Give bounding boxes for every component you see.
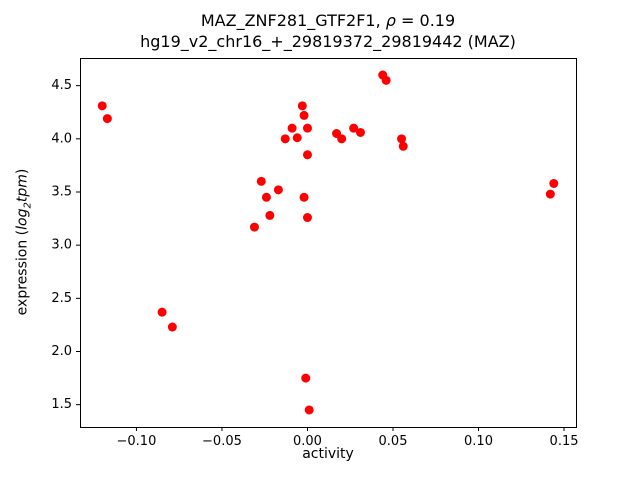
- data-point: [337, 134, 347, 144]
- x-tick-label: −0.10: [117, 434, 157, 449]
- title-text-suffix: = 0.19: [395, 11, 456, 30]
- data-point: [549, 178, 559, 188]
- data-point: [97, 101, 107, 111]
- data-point: [302, 150, 312, 160]
- x-tick-label: 0.15: [550, 434, 579, 449]
- y-tick-label: 2.0: [51, 344, 72, 359]
- x-tick-label: −0.05: [202, 434, 242, 449]
- data-point: [398, 141, 408, 151]
- data-point: [299, 192, 309, 202]
- data-point: [256, 176, 266, 186]
- data-point: [292, 133, 302, 143]
- axes-frame: [80, 58, 577, 428]
- plot-title-line2: hg19_v2_chr16_+_29819372_29819442 (MAZ): [140, 32, 516, 51]
- x-tick-label: 0.00: [293, 434, 322, 449]
- data-point: [249, 222, 259, 232]
- data-point: [261, 192, 271, 202]
- data-point: [381, 75, 391, 85]
- y-tick-label: 1.5: [51, 397, 72, 412]
- data-point: [301, 373, 311, 383]
- y-tick-label: 2.5: [51, 291, 72, 306]
- y-tick-label: 3.0: [51, 238, 72, 253]
- plot-title-line1: MAZ_ZNF281_GTF2F1, ρ = 0.19: [80, 10, 576, 31]
- data-point: [280, 134, 290, 144]
- y-tick-label: 3.5: [51, 184, 72, 199]
- data-point: [302, 123, 312, 133]
- data-point: [302, 213, 312, 223]
- title-text-prefix: MAZ_ZNF281_GTF2F1,: [200, 11, 386, 30]
- x-tick-label: 0.05: [379, 434, 408, 449]
- data-point: [297, 101, 307, 111]
- data-point: [397, 134, 407, 144]
- data-point: [157, 307, 167, 317]
- x-axis-label: activity: [302, 446, 354, 462]
- data-point: [349, 123, 359, 133]
- rho-symbol: ρ: [385, 11, 396, 30]
- data-point: [355, 127, 365, 137]
- data-point: [545, 189, 555, 199]
- data-point: [273, 185, 283, 195]
- x-tick-label: 0.10: [464, 434, 493, 449]
- data-point: [299, 110, 309, 120]
- data-point: [167, 322, 177, 332]
- y-tick-label: 4.0: [51, 131, 72, 146]
- data-point: [287, 123, 297, 133]
- data-point: [102, 114, 112, 124]
- data-point: [304, 405, 314, 415]
- plot-title: MAZ_ZNF281_GTF2F1, ρ = 0.19 hg19_v2_chr1…: [80, 10, 576, 52]
- data-point: [265, 210, 275, 220]
- y-tick-label: 4.5: [51, 78, 72, 93]
